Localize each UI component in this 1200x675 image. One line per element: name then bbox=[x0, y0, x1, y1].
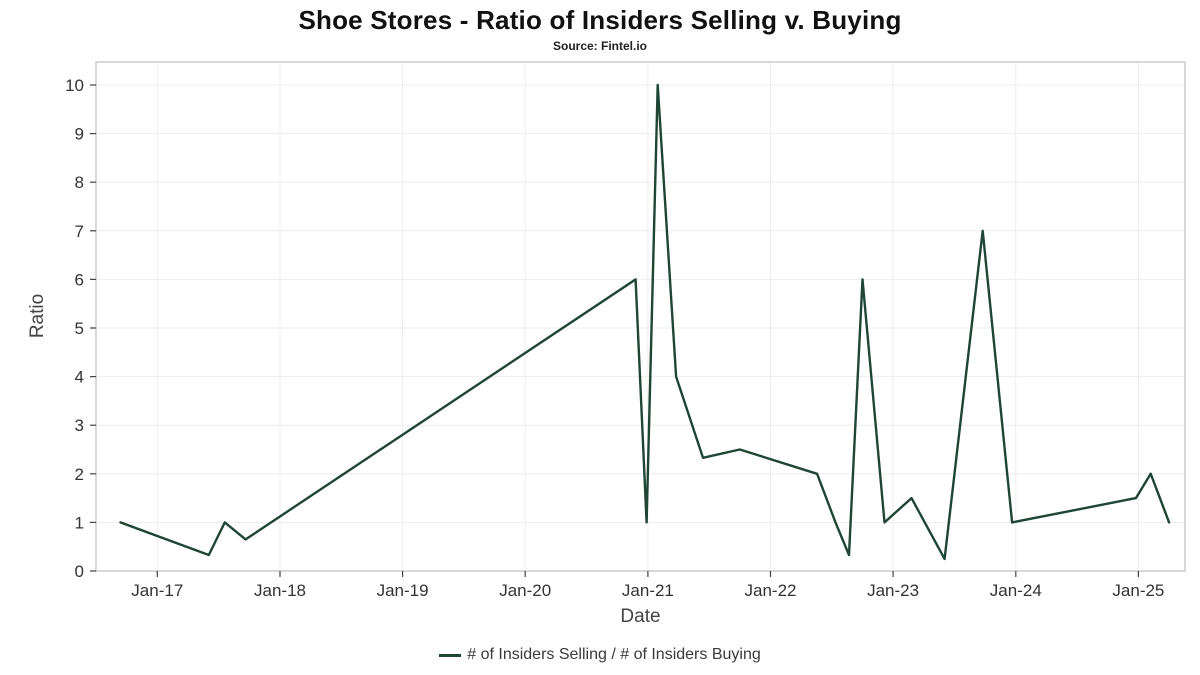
data-line bbox=[119, 83, 1171, 561]
y-tick-label: 0 bbox=[75, 562, 84, 581]
y-tick-label: 6 bbox=[75, 270, 84, 289]
x-tick-label: Jan-20 bbox=[499, 581, 551, 600]
y-tick-label: 4 bbox=[75, 368, 84, 387]
y-tick-label: 3 bbox=[75, 416, 84, 435]
x-tick-label: Jan-22 bbox=[745, 581, 797, 600]
x-tick-label: Jan-18 bbox=[254, 581, 306, 600]
y-tick-label: 8 bbox=[75, 173, 84, 192]
y-tick-label: 10 bbox=[65, 76, 84, 95]
legend-label: # of Insiders Selling / # of Insiders Bu… bbox=[467, 646, 761, 663]
y-tick-label: 1 bbox=[75, 513, 84, 532]
x-tick-label: Jan-19 bbox=[377, 581, 429, 600]
y-tick-label: 2 bbox=[75, 465, 84, 484]
chart-title: Shoe Stores - Ratio of Insiders Selling … bbox=[298, 5, 902, 35]
chart-subtitle: Source: Fintel.io bbox=[552, 39, 647, 53]
x-axis-label: Date bbox=[620, 606, 661, 627]
x-tick-label: Jan-23 bbox=[867, 581, 919, 600]
legend: # of Insiders Selling / # of Insiders Bu… bbox=[0, 646, 1200, 664]
legend-line-swatch bbox=[439, 653, 462, 657]
plot-border bbox=[95, 61, 1186, 572]
x-tick-label: Jan-25 bbox=[1112, 581, 1164, 600]
x-tick-label: Jan-24 bbox=[990, 581, 1042, 600]
y-tick-label: 5 bbox=[75, 319, 84, 338]
x-tick-label: Jan-17 bbox=[131, 581, 183, 600]
y-tick-label: 7 bbox=[75, 222, 84, 241]
x-tick-label: Jan-21 bbox=[622, 581, 674, 600]
y-tick-label: 9 bbox=[75, 125, 84, 144]
